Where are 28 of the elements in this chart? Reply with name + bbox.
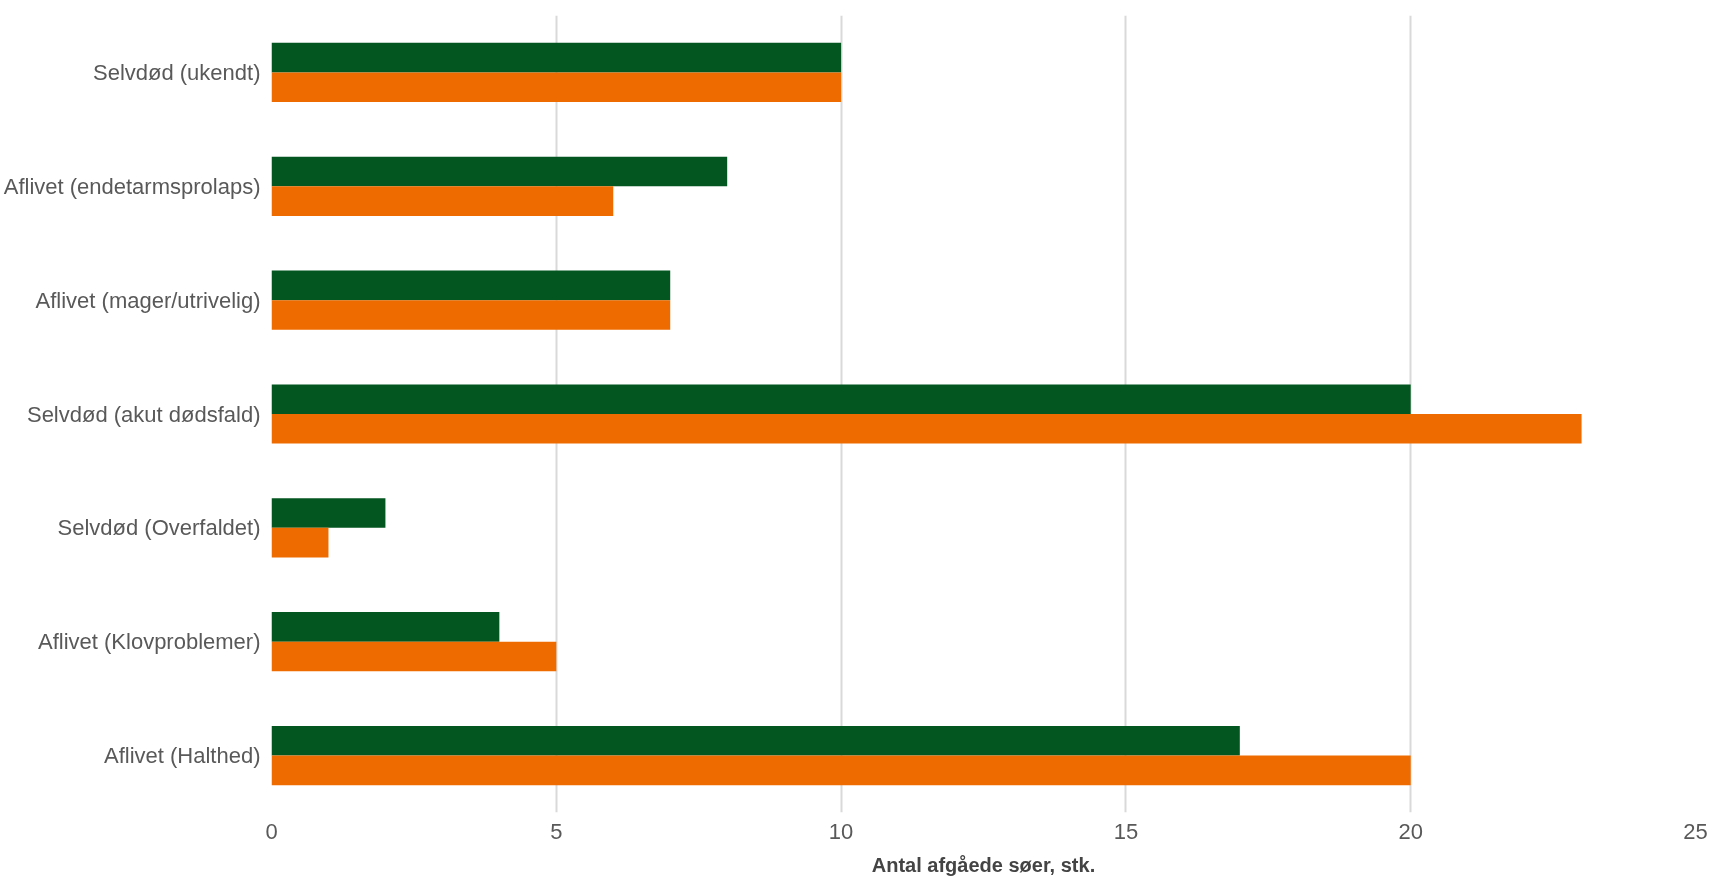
bar xyxy=(271,156,728,187)
bar xyxy=(271,527,329,558)
bar xyxy=(271,612,500,642)
y-tick-label: Selvdød (ukendt) xyxy=(92,59,261,85)
y-tick-label: Aflivet (endetarmsprolaps) xyxy=(3,173,261,199)
x-tick-label: 20 xyxy=(1398,818,1423,844)
bar xyxy=(271,384,1411,414)
y-tick-label: Aflivet (Halthed) xyxy=(104,743,261,769)
bar xyxy=(271,498,386,528)
bar xyxy=(271,755,1411,786)
y-tick-label: Aflivet (mager/utrivelig) xyxy=(35,287,261,313)
y-tick-label: Aflivet (Klovproblemer) xyxy=(37,629,261,655)
bar xyxy=(271,42,842,73)
x-tick-label: 0 xyxy=(265,818,278,844)
bar xyxy=(271,300,671,330)
x-axis-title: Antal afgåede søer, stk. xyxy=(871,853,1096,876)
bar xyxy=(271,414,1582,444)
x-tick-label: 25 xyxy=(1683,818,1708,844)
y-tick-label: Selvdød (akut dødsfald) xyxy=(26,401,261,427)
bar xyxy=(271,725,1240,756)
bar xyxy=(271,72,842,103)
bar xyxy=(271,270,671,301)
bar xyxy=(271,641,557,672)
bar xyxy=(271,186,614,216)
x-tick-label: 5 xyxy=(550,818,563,844)
y-tick-label: Selvdød (Overfaldet) xyxy=(57,515,261,541)
x-tick-label: 15 xyxy=(1113,818,1139,844)
x-tick-label: 10 xyxy=(828,818,854,844)
